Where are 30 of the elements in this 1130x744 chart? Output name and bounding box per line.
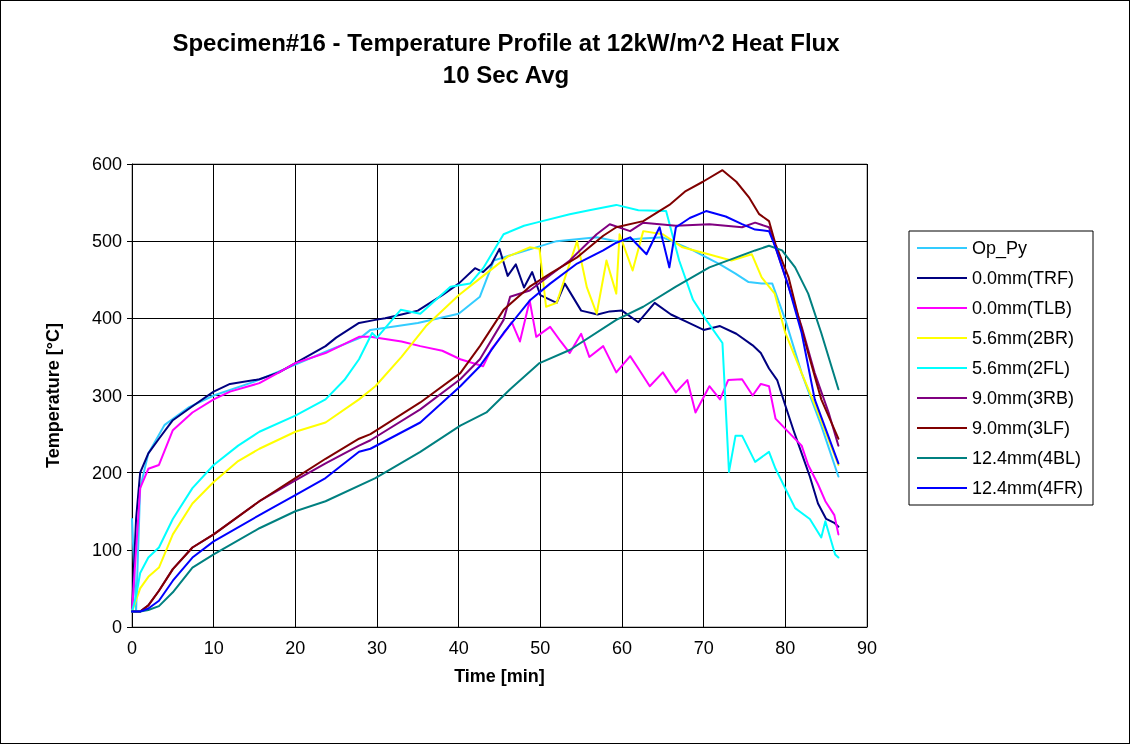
y-tick-label: 600	[91, 154, 122, 174]
x-tick-label: 50	[530, 638, 551, 658]
y-tick-label: 300	[91, 385, 122, 406]
x-axis-title: Time [min]	[454, 666, 545, 686]
y-tick-label: 100	[91, 539, 122, 560]
y-tick-label: 400	[91, 308, 122, 329]
y-tick-label: 200	[91, 462, 122, 483]
legend-label: 9.0mm(3LF)	[972, 418, 1071, 438]
chart-subtitle: 10 Sec Avg	[442, 60, 570, 88]
x-tick-label: 30	[366, 638, 388, 658]
legend-label: 5.6mm(2FL)	[972, 358, 1071, 378]
x-tick-label: 20	[285, 638, 306, 658]
legend-label: 12.4mm(4FR)	[972, 478, 1084, 498]
x-tick-label: 80	[775, 638, 796, 658]
legend-label: 9.0mm(3RB)	[972, 388, 1075, 408]
legend-label: 0.0mm(TLB)	[972, 298, 1073, 318]
x-tick-label: 40	[448, 638, 469, 658]
legend-label: 0.0mm(TRF)	[972, 268, 1074, 288]
y-axis-title: Temperature [°C]	[43, 323, 63, 468]
legend-label: Op_Py	[972, 238, 1028, 259]
legend-label: 5.6mm(2BR)	[972, 328, 1075, 348]
y-tick-label: 0	[111, 617, 122, 637]
x-tick-label: 0	[126, 638, 138, 658]
y-tick-label: 500	[91, 231, 122, 252]
x-tick-label: 60	[611, 638, 633, 658]
x-tick-label: 70	[693, 638, 714, 658]
chart-title: Specimen#16 - Temperature Profile at 12kW/m^2 Heat Flux	[172, 28, 841, 56]
x-tick-label: 10	[203, 638, 224, 658]
legend-label: 12.4mm(4BL)	[972, 448, 1082, 468]
x-tick-label: 90	[856, 638, 878, 658]
